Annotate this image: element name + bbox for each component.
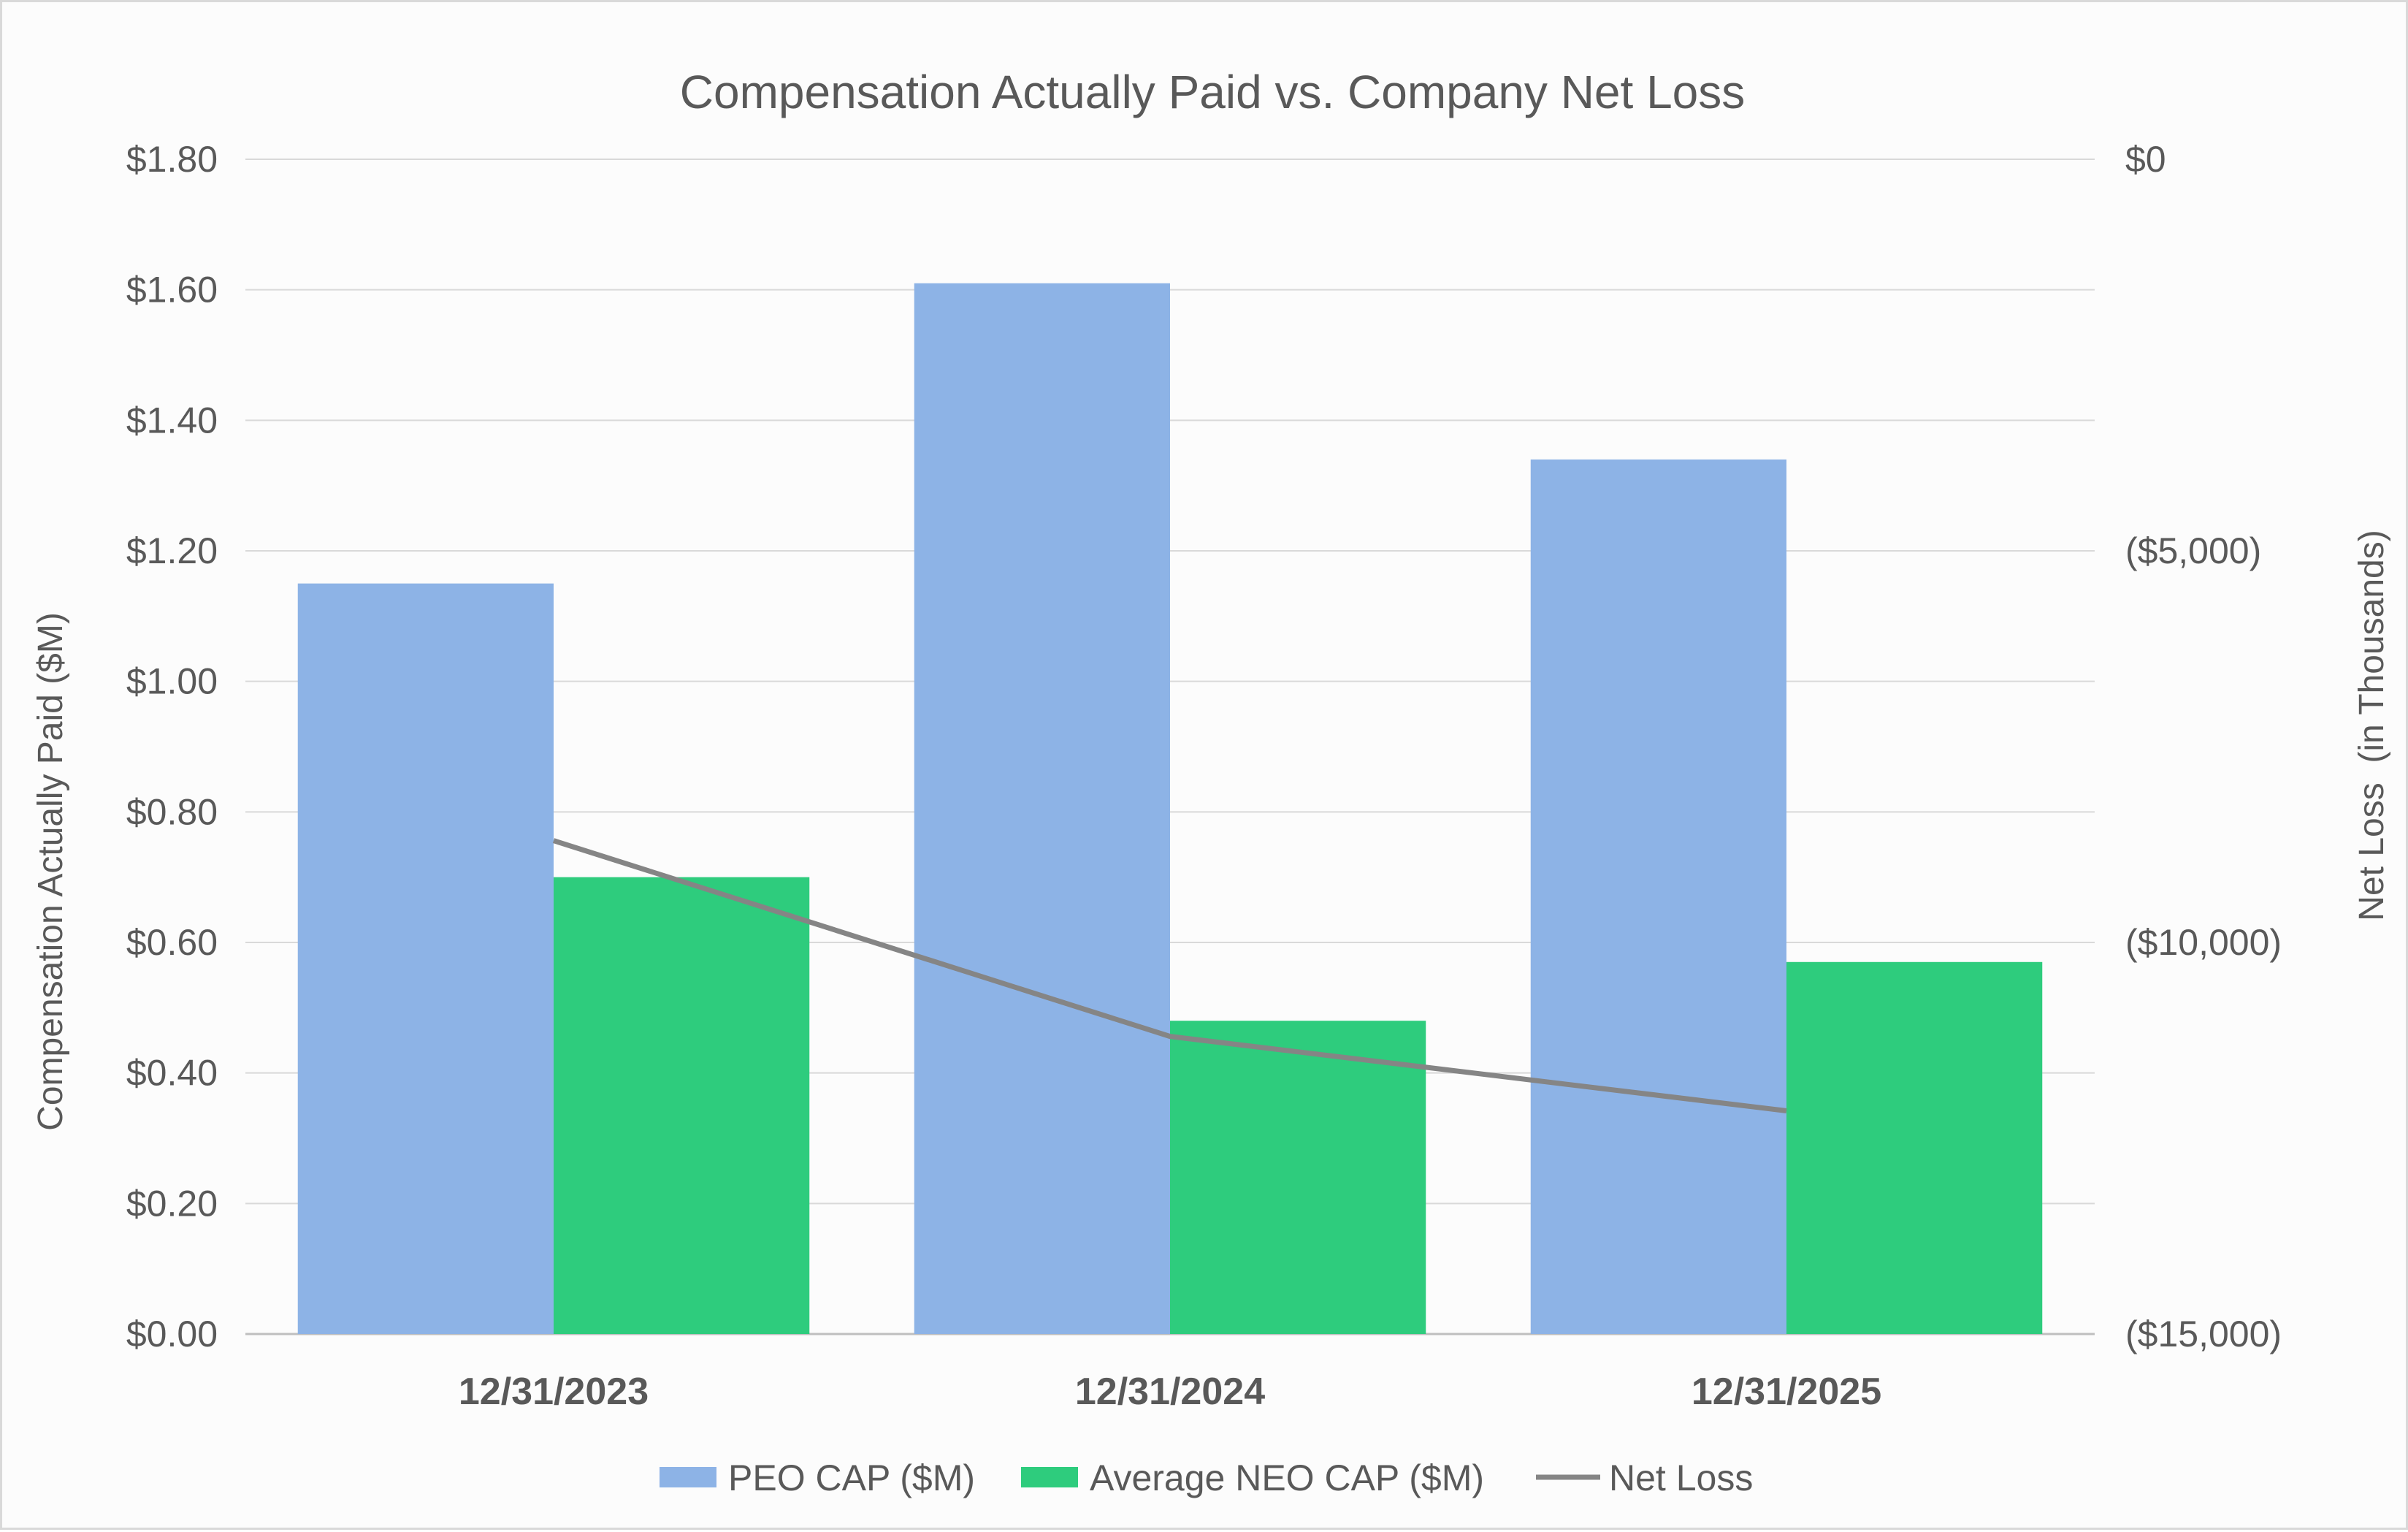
y-tick-label: $0.80 — [126, 791, 218, 832]
x-tick-label: 12/31/2025 — [1692, 1371, 1881, 1413]
y-tick-label: $0.00 — [126, 1314, 218, 1354]
legend: PEO CAP ($M) Average NEO CAP ($M) Net Loss — [660, 1457, 1753, 1498]
y-tick-label: $1.20 — [126, 530, 218, 571]
bar-neo-cap — [1170, 1021, 1426, 1334]
line-series — [552, 838, 1787, 1113]
legend-label: PEO CAP ($M) — [728, 1457, 975, 1498]
legend-label: Net Loss — [1609, 1457, 1753, 1498]
x-tick-label: 12/31/2024 — [1075, 1371, 1265, 1413]
bar-peo-cap — [297, 583, 554, 1334]
y-tick-label: $1.60 — [126, 270, 218, 310]
y2-tick-label: ($5,000) — [2125, 530, 2261, 571]
legend-label: Average NEO CAP ($M) — [1090, 1457, 1484, 1498]
y-tick-label: $1.40 — [126, 400, 218, 441]
y-tick-label: $0.60 — [126, 922, 218, 963]
y-tick-label: $1.00 — [126, 661, 218, 702]
legend-swatch — [660, 1467, 716, 1487]
y2-axis-label: Net Loss (in Thousands) — [2352, 530, 2391, 921]
right-axis-ticks: ($15,000) ($10,000) ($5,000) $0 — [2125, 139, 2282, 1354]
y-tick-label: $0.20 — [126, 1183, 218, 1224]
bar-peo-cap — [1530, 459, 1786, 1334]
y-tick-label: $1.80 — [126, 139, 218, 180]
chart-title: Compensation Actually Paid vs. Company N… — [680, 66, 1746, 118]
bar-neo-cap — [1786, 961, 2043, 1334]
bar-series — [297, 283, 2043, 1334]
legend-swatch — [1021, 1467, 1078, 1487]
x-axis-ticks: 12/31/2023 12/31/2024 12/31/2025 — [459, 1371, 1881, 1413]
bar-peo-cap — [914, 283, 1170, 1334]
left-axis-ticks: $0.00 $0.20 $0.40 $0.60 $0.80 $1.00 $1.20 $1.40… — [126, 139, 218, 1354]
net-loss-line — [552, 838, 1787, 1113]
y2-tick-label: $0 — [2125, 139, 2166, 180]
y-axis-label: Compensation Actually Paid ($M) — [31, 612, 70, 1131]
y-tick-label: $0.40 — [126, 1053, 218, 1094]
x-tick-label: 12/31/2023 — [459, 1371, 649, 1413]
y2-tick-label: ($15,000) — [2125, 1314, 2282, 1354]
bar-neo-cap — [554, 877, 810, 1334]
y2-tick-label: ($10,000) — [2125, 922, 2282, 963]
